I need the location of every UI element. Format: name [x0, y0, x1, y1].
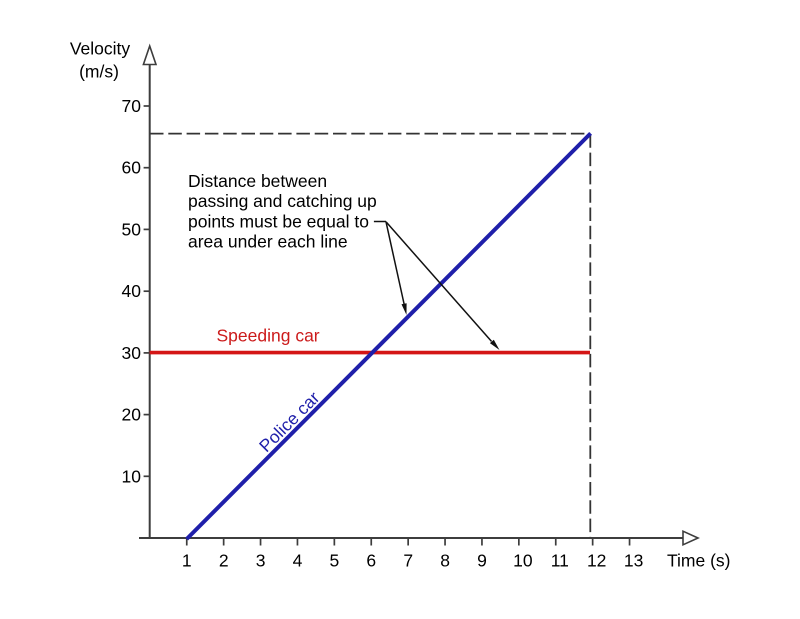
svg-text:5: 5	[330, 551, 340, 571]
svg-text:60: 60	[122, 158, 142, 178]
svg-text:Speeding car: Speeding car	[217, 325, 320, 345]
svg-text:70: 70	[122, 96, 142, 116]
svg-text:50: 50	[122, 219, 142, 239]
svg-text:2: 2	[219, 551, 229, 571]
svg-text:4: 4	[293, 551, 303, 571]
svg-text:30: 30	[122, 343, 142, 363]
svg-text:area under each line: area under each line	[188, 232, 348, 252]
svg-text:points must be equal to: points must be equal to	[188, 211, 369, 231]
svg-text:10: 10	[122, 466, 142, 486]
svg-text:10: 10	[513, 551, 533, 571]
svg-text:3: 3	[256, 551, 266, 571]
svg-text:6: 6	[366, 551, 376, 571]
svg-text:(m/s): (m/s)	[79, 62, 119, 82]
svg-text:7: 7	[403, 551, 413, 571]
svg-text:Time (s): Time (s)	[667, 551, 731, 571]
svg-text:8: 8	[440, 551, 450, 571]
svg-text:13: 13	[624, 551, 643, 571]
svg-text:1: 1	[182, 551, 192, 571]
svg-text:20: 20	[122, 405, 142, 425]
svg-text:40: 40	[122, 281, 142, 301]
svg-text:11: 11	[551, 551, 569, 571]
svg-text:Distance between: Distance between	[188, 171, 327, 191]
svg-text:9: 9	[477, 551, 487, 571]
svg-text:Velocity: Velocity	[70, 39, 131, 59]
svg-text:12: 12	[587, 551, 606, 571]
svg-text:passing and catching up: passing and catching up	[188, 191, 377, 211]
